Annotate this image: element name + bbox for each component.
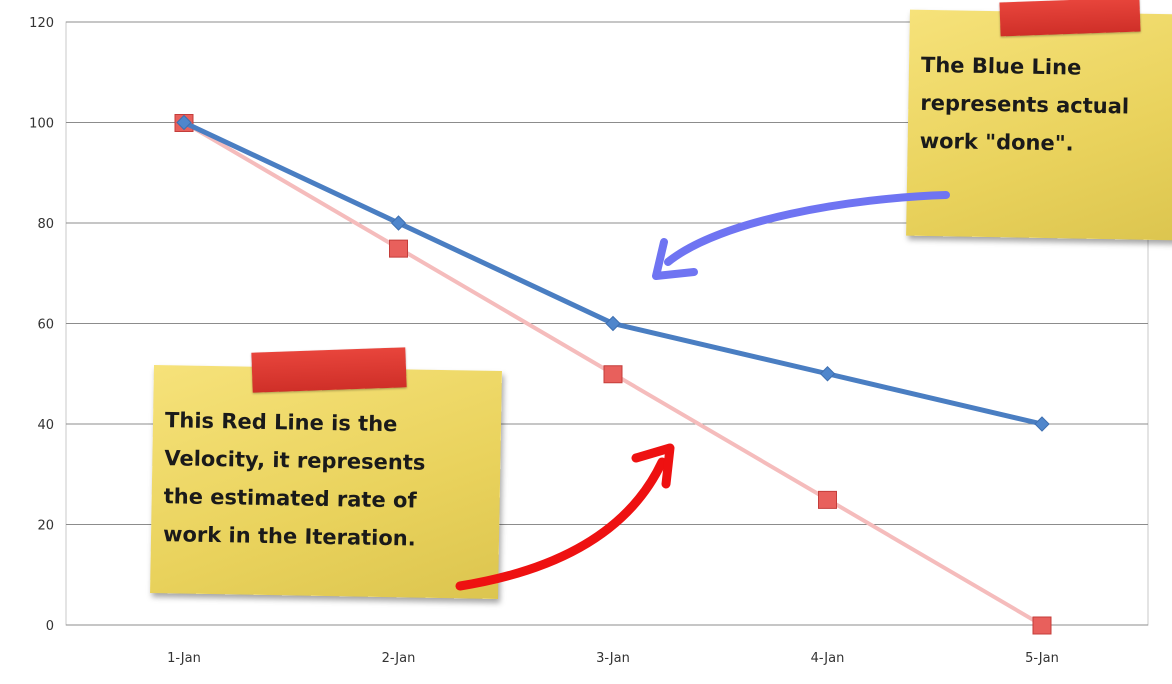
point-marker [819,366,836,382]
red-note-text: This Red Line is the Velocity, it repres… [162,408,426,551]
x-tick-label: 2-Jan [382,651,416,666]
blue-note-tape [999,0,1141,37]
point-marker [818,490,837,509]
x-tick-label: 3-Jan [596,651,630,666]
y-tick-label: 60 [37,318,54,333]
y-tick-label: 20 [37,519,54,534]
point-marker [390,215,407,231]
point-marker [176,114,192,131]
blue-line-note: The Blue Line represents actual work "do… [906,9,1172,241]
x-tick-label: 1-Jan [167,651,201,666]
y-tick-label: 80 [37,217,54,232]
point-marker [605,315,621,332]
series-group [174,114,1052,635]
point-marker [1032,616,1052,635]
y-tick-label: 0 [46,619,54,634]
y-tick-label: 40 [37,418,54,433]
series-0 [176,114,1050,432]
y-tick-label: 100 [29,117,54,132]
y-tick-label: 120 [29,16,54,31]
red-note-tape [251,347,407,393]
y-axis: 0 20 40 60 80 100 120 [29,16,54,634]
red-line-note: This Red Line is the Velocity, it repres… [150,364,502,600]
x-axis: 1-Jan 2-Jan 3-Jan 4-Jan 5-Jan [167,651,1059,666]
blue-note-text: The Blue Line represents actual work "do… [919,52,1130,156]
x-tick-label: 5-Jan [1025,651,1059,666]
point-marker [603,365,623,384]
point-marker [1034,416,1050,432]
x-tick-label: 4-Jan [811,651,845,666]
point-marker [389,239,408,258]
